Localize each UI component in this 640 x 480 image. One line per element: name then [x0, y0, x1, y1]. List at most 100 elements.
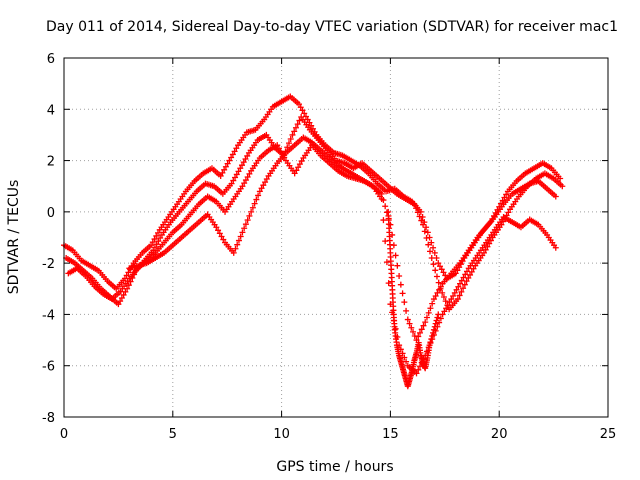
data-point: [413, 205, 420, 212]
data-point: [399, 290, 406, 297]
data-point: [251, 200, 258, 207]
data-point: [438, 266, 445, 273]
data-point: [403, 358, 410, 365]
data-point: [233, 145, 240, 152]
data-point: [233, 171, 240, 178]
data-point: [234, 241, 241, 248]
data-point: [427, 339, 434, 346]
data-point: [458, 277, 465, 284]
data-point: [296, 161, 303, 168]
data-point: [256, 188, 263, 195]
data-point: [235, 237, 242, 244]
data-point: [242, 177, 249, 184]
data-point: [423, 224, 430, 231]
y-tick-label: 2: [47, 155, 55, 170]
data-point: [155, 238, 162, 245]
data-point: [415, 333, 422, 340]
data-point: [263, 176, 270, 183]
grid: [64, 58, 608, 417]
data-point: [383, 259, 390, 266]
data-point: [262, 179, 269, 186]
data-point: [457, 280, 464, 287]
data-point: [240, 159, 247, 166]
data-point: [153, 232, 160, 239]
data-point: [296, 117, 303, 124]
data-point: [443, 305, 450, 312]
data-point: [436, 286, 443, 293]
data-point: [552, 193, 559, 200]
data-point: [396, 272, 403, 279]
data-point: [244, 217, 251, 224]
chart-title: Day 011 of 2014, Sidereal Day-to-day VTE…: [46, 19, 618, 35]
series-track-1: [61, 93, 564, 292]
data-point: [446, 299, 453, 306]
data-point: [148, 242, 155, 249]
data-point: [298, 158, 305, 165]
data-point: [426, 342, 433, 349]
data-point: [296, 101, 303, 108]
x-tick-label: 15: [382, 427, 399, 442]
data-point: [484, 243, 491, 250]
data-point: [228, 180, 235, 187]
data-point: [411, 201, 418, 208]
data-point: [258, 185, 265, 192]
data-point: [453, 286, 460, 293]
data-point: [463, 268, 470, 275]
data-point: [216, 230, 223, 237]
data-point: [434, 289, 441, 296]
data-point: [440, 293, 447, 300]
data-point: [241, 180, 248, 187]
data-point: [410, 328, 417, 335]
data-point: [430, 261, 437, 268]
data-point: [287, 136, 294, 143]
data-point: [221, 166, 228, 173]
data-point: [428, 336, 435, 343]
data-point: [232, 245, 239, 252]
data-point: [420, 221, 427, 228]
series-track-5: [385, 208, 442, 390]
data-point: [440, 269, 447, 276]
data-point: [237, 233, 244, 240]
data-point: [429, 300, 436, 307]
data-point: [462, 271, 469, 278]
data-point: [228, 154, 235, 161]
data-point: [385, 280, 392, 287]
x-tick-label: 25: [600, 427, 617, 442]
y-tick-label: -4: [42, 308, 55, 323]
data-point: [125, 269, 132, 276]
data-point: [421, 228, 428, 235]
data-point: [397, 281, 404, 288]
data-point: [486, 240, 493, 247]
data-point: [229, 151, 236, 158]
data-point: [382, 203, 389, 210]
data-point: [418, 326, 425, 333]
data-point: [274, 142, 281, 149]
data-point: [123, 272, 130, 279]
data-point: [230, 177, 237, 184]
data-point: [248, 208, 255, 215]
data-point: [285, 140, 292, 147]
data-point: [291, 128, 298, 135]
y-axis-title: SDTVAR / TECUs: [6, 180, 22, 295]
data-point: [451, 289, 458, 296]
data-point: [428, 255, 435, 262]
data-point: [299, 107, 306, 114]
data-point: [505, 209, 512, 216]
data-point: [450, 292, 457, 299]
data-point: [380, 217, 387, 224]
y-tick-label: -8: [42, 411, 55, 426]
x-tick-label: 5: [169, 427, 177, 442]
data-point: [218, 233, 225, 240]
data-point: [260, 182, 267, 189]
data-point: [120, 291, 127, 298]
data-point: [430, 244, 437, 251]
data-point: [118, 295, 125, 302]
data-point: [215, 227, 222, 234]
data-point: [235, 168, 242, 175]
data-point: [460, 274, 467, 281]
data-point: [392, 252, 399, 259]
data-point: [220, 236, 227, 243]
x-tick-label: 10: [273, 427, 290, 442]
data-point: [232, 174, 239, 181]
